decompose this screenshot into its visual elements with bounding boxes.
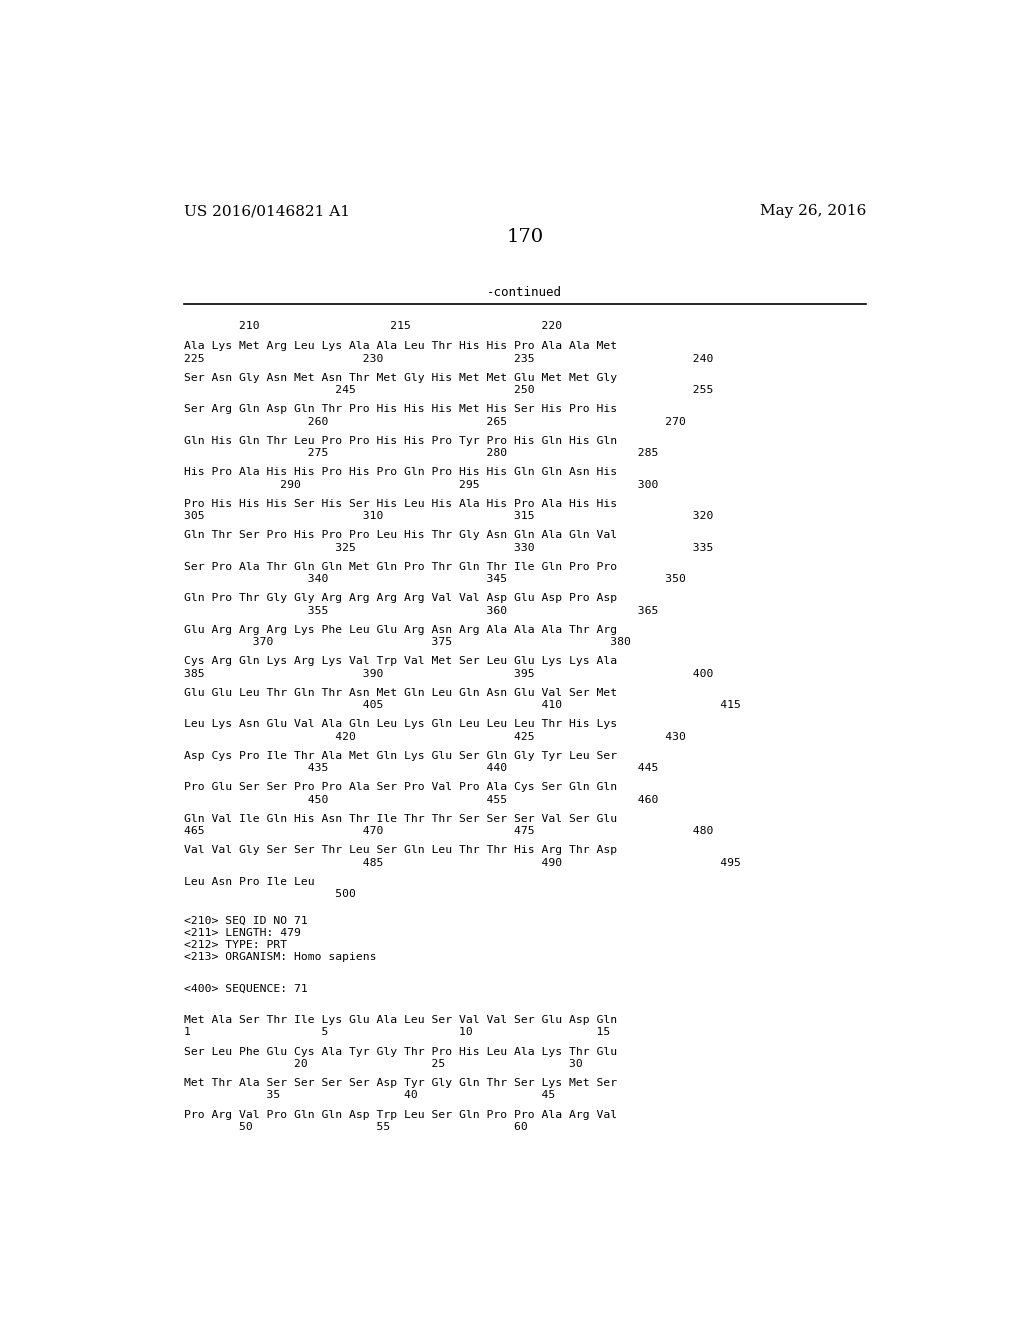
Text: 305                       310                   315                       320: 305 310 315 320: [183, 511, 713, 521]
Text: Gln Thr Ser Pro His Pro Pro Leu His Thr Gly Asn Gln Ala Gln Val: Gln Thr Ser Pro His Pro Pro Leu His Thr …: [183, 531, 616, 540]
Text: Pro Glu Ser Ser Pro Pro Ala Ser Pro Val Pro Ala Cys Ser Gln Gln: Pro Glu Ser Ser Pro Pro Ala Ser Pro Val …: [183, 783, 616, 792]
Text: Gln Val Ile Gln His Asn Thr Ile Thr Thr Ser Ser Ser Val Ser Glu: Gln Val Ile Gln His Asn Thr Ile Thr Thr …: [183, 814, 616, 824]
Text: Val Val Gly Ser Ser Thr Leu Ser Gln Leu Thr Thr His Arg Thr Asp: Val Val Gly Ser Ser Thr Leu Ser Gln Leu …: [183, 846, 616, 855]
Text: 275                       280                   285: 275 280 285: [183, 447, 658, 458]
Text: <213> ORGANISM: Homo sapiens: <213> ORGANISM: Homo sapiens: [183, 952, 376, 962]
Text: Leu Lys Asn Glu Val Ala Gln Leu Lys Gln Leu Leu Leu Thr His Lys: Leu Lys Asn Glu Val Ala Gln Leu Lys Gln …: [183, 719, 616, 730]
Text: Glu Glu Leu Thr Gln Thr Asn Met Gln Leu Gln Asn Glu Val Ser Met: Glu Glu Leu Thr Gln Thr Asn Met Gln Leu …: [183, 688, 616, 698]
Text: Cys Arg Gln Lys Arg Lys Val Trp Val Met Ser Leu Glu Lys Lys Ala: Cys Arg Gln Lys Arg Lys Val Trp Val Met …: [183, 656, 616, 667]
Text: Gln Pro Thr Gly Gly Arg Arg Arg Arg Val Val Asp Glu Asp Pro Asp: Gln Pro Thr Gly Gly Arg Arg Arg Arg Val …: [183, 594, 616, 603]
Text: Ser Pro Ala Thr Gln Gln Met Gln Pro Thr Gln Thr Ile Gln Pro Pro: Ser Pro Ala Thr Gln Gln Met Gln Pro Thr …: [183, 562, 616, 572]
Text: 420                       425                   430: 420 425 430: [183, 731, 685, 742]
Text: Leu Asn Pro Ile Leu: Leu Asn Pro Ile Leu: [183, 876, 314, 887]
Text: 500: 500: [183, 890, 355, 899]
Text: 325                       330                       335: 325 330 335: [183, 543, 713, 553]
Text: 435                       440                   445: 435 440 445: [183, 763, 658, 774]
Text: 465                       470                   475                       480: 465 470 475 480: [183, 826, 713, 836]
Text: Ser Asn Gly Asn Met Asn Thr Met Gly His Met Met Glu Met Met Gly: Ser Asn Gly Asn Met Asn Thr Met Gly His …: [183, 372, 616, 383]
Text: Ala Lys Met Arg Leu Lys Ala Ala Leu Thr His His Pro Ala Ala Met: Ala Lys Met Arg Leu Lys Ala Ala Leu Thr …: [183, 342, 616, 351]
Text: 1                   5                   10                  15: 1 5 10 15: [183, 1027, 610, 1038]
Text: <400> SEQUENCE: 71: <400> SEQUENCE: 71: [183, 983, 307, 994]
Text: <212> TYPE: PRT: <212> TYPE: PRT: [183, 940, 287, 950]
Text: 20                  25                  30: 20 25 30: [183, 1059, 583, 1069]
Text: May 26, 2016: May 26, 2016: [760, 205, 866, 218]
Text: US 2016/0146821 A1: US 2016/0146821 A1: [183, 205, 349, 218]
Text: 50                  55                  60: 50 55 60: [183, 1122, 527, 1133]
Text: Met Ala Ser Thr Ile Lys Glu Ala Leu Ser Val Val Ser Glu Asp Gln: Met Ala Ser Thr Ile Lys Glu Ala Leu Ser …: [183, 1015, 616, 1026]
Text: -continued: -continued: [487, 286, 562, 300]
Text: 385                       390                   395                       400: 385 390 395 400: [183, 669, 713, 678]
Text: Pro Arg Val Pro Gln Gln Asp Trp Leu Ser Gln Pro Pro Ala Arg Val: Pro Arg Val Pro Gln Gln Asp Trp Leu Ser …: [183, 1110, 616, 1119]
Text: <211> LENGTH: 479: <211> LENGTH: 479: [183, 928, 300, 937]
Text: 370                       375                       380: 370 375 380: [183, 638, 631, 647]
Text: Met Thr Ala Ser Ser Ser Ser Asp Tyr Gly Gln Thr Ser Lys Met Ser: Met Thr Ala Ser Ser Ser Ser Asp Tyr Gly …: [183, 1078, 616, 1088]
Text: 260                       265                       270: 260 265 270: [183, 417, 685, 426]
Text: 355                       360                   365: 355 360 365: [183, 606, 658, 615]
Text: Asp Cys Pro Ile Thr Ala Met Gln Lys Glu Ser Gln Gly Tyr Leu Ser: Asp Cys Pro Ile Thr Ala Met Gln Lys Glu …: [183, 751, 616, 760]
Text: <210> SEQ ID NO 71: <210> SEQ ID NO 71: [183, 916, 307, 925]
Text: 290                       295                       300: 290 295 300: [183, 479, 658, 490]
Text: 225                       230                   235                       240: 225 230 235 240: [183, 354, 713, 363]
Text: 485                       490                       495: 485 490 495: [183, 858, 740, 867]
Text: 245                       250                       255: 245 250 255: [183, 385, 713, 395]
Text: Gln His Gln Thr Leu Pro Pro His His Pro Tyr Pro His Gln His Gln: Gln His Gln Thr Leu Pro Pro His His Pro …: [183, 436, 616, 446]
Text: 170: 170: [506, 227, 544, 246]
Text: 340                       345                       350: 340 345 350: [183, 574, 685, 585]
Text: Glu Arg Arg Arg Lys Phe Leu Glu Arg Asn Arg Ala Ala Ala Thr Arg: Glu Arg Arg Arg Lys Phe Leu Glu Arg Asn …: [183, 624, 616, 635]
Text: His Pro Ala His His Pro His Pro Gln Pro His His Gln Gln Asn His: His Pro Ala His His Pro His Pro Gln Pro …: [183, 467, 616, 478]
Text: Ser Arg Gln Asp Gln Thr Pro His His His Met His Ser His Pro His: Ser Arg Gln Asp Gln Thr Pro His His His …: [183, 404, 616, 414]
Text: Ser Leu Phe Glu Cys Ala Tyr Gly Thr Pro His Leu Ala Lys Thr Glu: Ser Leu Phe Glu Cys Ala Tyr Gly Thr Pro …: [183, 1047, 616, 1057]
Text: Pro His His His Ser His Ser His Leu His Ala His Pro Ala His His: Pro His His His Ser His Ser His Leu His …: [183, 499, 616, 510]
Text: 35                  40                  45: 35 40 45: [183, 1090, 555, 1101]
Text: 210                   215                   220: 210 215 220: [183, 321, 562, 331]
Text: 405                       410                       415: 405 410 415: [183, 700, 740, 710]
Text: 450                       455                   460: 450 455 460: [183, 795, 658, 805]
